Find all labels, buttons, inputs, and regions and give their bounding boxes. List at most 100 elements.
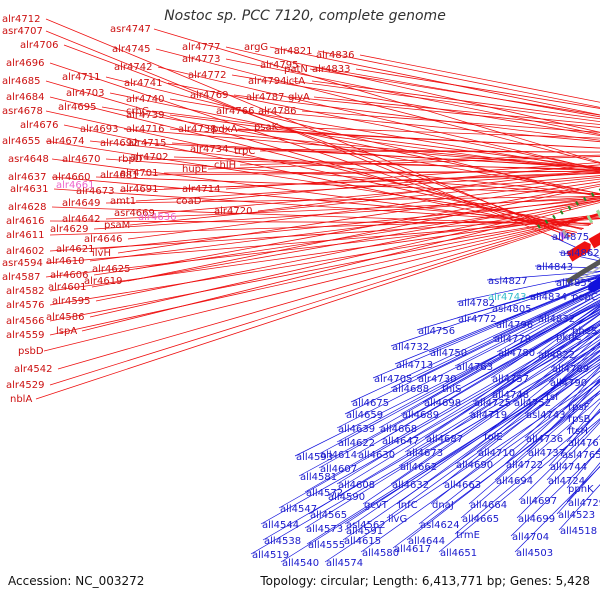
reverse-label-connector bbox=[536, 306, 600, 355]
accession-text: Accession: NC_003272 bbox=[8, 574, 145, 588]
outer-tick-mark bbox=[537, 224, 541, 229]
forward-label-connector bbox=[237, 128, 600, 149]
gene-label-reverse: all4722 bbox=[506, 460, 543, 471]
forward-label-connector bbox=[135, 172, 600, 202]
gene-label-reverse: asl4624 bbox=[420, 520, 460, 531]
reverse-label-connector bbox=[262, 344, 600, 541]
forward-gene-arrow bbox=[577, 241, 591, 256]
reverse-label-connector bbox=[516, 434, 600, 519]
gene-label-forward: ilvH bbox=[92, 248, 111, 259]
forward-label-connector bbox=[117, 181, 600, 254]
reverse-label-connector bbox=[566, 390, 600, 431]
gene-label-forward: alr4716 bbox=[126, 124, 164, 135]
reverse-label-connector bbox=[570, 283, 600, 297]
gene-label-forward: alr4734 bbox=[190, 144, 228, 155]
reverse-label-connector bbox=[550, 235, 600, 259]
gene-label-forward: asr4669 bbox=[114, 208, 155, 219]
forward-label-connector bbox=[155, 48, 600, 164]
gene-label-reverse: all4729 bbox=[568, 498, 600, 509]
gene-label-reverse: all4737 bbox=[528, 448, 565, 459]
forward-label-connector bbox=[99, 198, 600, 250]
gene-label-forward: alr4576 bbox=[6, 300, 44, 311]
reverse-label-connector bbox=[416, 274, 600, 331]
gene-label-reverse: all4614 bbox=[320, 450, 357, 461]
gene-label-reverse: all4555 bbox=[308, 540, 345, 551]
gene-label-forward: alr4637 bbox=[8, 172, 46, 183]
gene-label-reverse: all4875 bbox=[552, 232, 589, 243]
gene-label-forward: nblA bbox=[10, 394, 32, 405]
gene-label-reverse: all4713 bbox=[396, 360, 433, 371]
outer-tick-mark bbox=[583, 196, 587, 202]
gene-label-reverse: all4647 bbox=[382, 436, 419, 447]
gene-label-forward: alr4714 bbox=[182, 184, 220, 195]
gene-label-forward: alr4701 bbox=[120, 168, 158, 179]
gene-label-forward: lspA bbox=[56, 326, 77, 337]
gene-label-reverse: all4572 bbox=[306, 488, 343, 499]
gene-label-reverse: ilvG bbox=[388, 514, 407, 525]
gene-label-forward: rbpD bbox=[118, 154, 143, 165]
gene-label-reverse: all4796 bbox=[496, 320, 533, 331]
gene-label-reverse: all4574 bbox=[326, 558, 363, 569]
reverse-label-connector bbox=[454, 411, 600, 535]
reverse-label-connector bbox=[342, 364, 600, 541]
gene-label-forward: alr4566 bbox=[6, 316, 44, 327]
reverse-label-connector bbox=[566, 401, 600, 443]
gene-label-reverse: all4617 bbox=[394, 544, 431, 555]
forward-label-connector bbox=[173, 156, 600, 171]
gene-label-reverse: all4767 bbox=[568, 438, 600, 449]
forward-label-connector bbox=[51, 206, 590, 226]
gene-label-forward: alr4691 bbox=[120, 184, 158, 195]
gene-label-forward: alr4642 bbox=[62, 214, 100, 225]
outer-tick-mark bbox=[590, 192, 595, 197]
reverse-label-connector bbox=[468, 390, 600, 505]
gene-label-reverse: all4664 bbox=[470, 500, 507, 511]
forward-label-connector bbox=[49, 215, 600, 306]
gene-label-highlight: alr4743 bbox=[488, 292, 526, 303]
gene-label-forward: alr4833 bbox=[312, 64, 350, 75]
gene-label-reverse: all4593 bbox=[296, 452, 333, 463]
gene-label-reverse: all4591 bbox=[346, 526, 383, 537]
reverse-label-connector bbox=[294, 303, 600, 457]
gene-label-forward: asr4678 bbox=[2, 106, 43, 117]
reverse-label-connector bbox=[548, 334, 600, 383]
gene-label-reverse: all4843 bbox=[536, 262, 573, 273]
gene-label-forward: alr4660 bbox=[52, 172, 90, 183]
gene-label-reverse: all4832 bbox=[538, 314, 575, 325]
gene-label-forward: alr4745 bbox=[112, 44, 150, 55]
gene-label-reverse: asl4765 bbox=[562, 450, 600, 461]
reverse-label-connector bbox=[350, 286, 600, 403]
gene-label-reverse: pepC bbox=[572, 292, 598, 303]
gene-label-reverse: all4607 bbox=[320, 464, 357, 475]
gene-label-forward: alr4631 bbox=[10, 184, 48, 195]
gene-label-reverse: all4822 bbox=[538, 350, 575, 361]
reverse-label-connector bbox=[430, 370, 600, 505]
forward-label-connector bbox=[143, 158, 600, 170]
reverse-label-connector bbox=[304, 345, 600, 529]
gene-label-forward: alr4681 bbox=[100, 170, 138, 181]
gene-label-reverse: all4710 bbox=[478, 448, 515, 459]
forward-label-connector bbox=[303, 64, 600, 118]
reverse-label-connector bbox=[428, 281, 600, 353]
reverse-label-connector bbox=[356, 311, 600, 455]
gene-label-reverse: all4538 bbox=[264, 536, 301, 547]
forward-label-connector bbox=[259, 110, 600, 143]
gene-label-reverse: all4687 bbox=[426, 434, 463, 445]
reverse-label-connector bbox=[526, 379, 600, 453]
feature-arrows bbox=[558, 209, 600, 293]
gene-label-reverse: all4659 bbox=[346, 410, 383, 421]
gene-label-forward: alr4529 bbox=[6, 380, 44, 391]
reverse-label-connector bbox=[336, 293, 600, 429]
gene-label-forward: alr4794 bbox=[248, 76, 286, 87]
reverse-label-connector bbox=[250, 349, 600, 555]
gene-label-forward: alr4693 bbox=[80, 124, 118, 135]
forward-label-connector bbox=[127, 185, 600, 282]
forward-label-connector bbox=[129, 176, 600, 226]
reverse-label-connector bbox=[360, 381, 600, 553]
gene-label-reverse: all4544 bbox=[262, 520, 299, 531]
gene-label-reverse: all4834 bbox=[530, 292, 567, 303]
forward-label-connector bbox=[317, 50, 600, 108]
forward-label-connector bbox=[91, 198, 600, 288]
forward-label-connector bbox=[201, 164, 600, 202]
gene-label-forward: alr4715 bbox=[128, 138, 166, 149]
